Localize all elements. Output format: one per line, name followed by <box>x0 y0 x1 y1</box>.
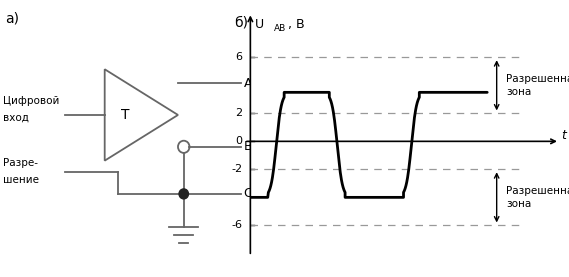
Text: шение: шение <box>3 175 39 185</box>
Text: , В: , В <box>288 18 305 31</box>
Text: б): б) <box>234 15 249 29</box>
Text: вход: вход <box>3 113 28 123</box>
Text: U: U <box>255 18 264 31</box>
Text: Цифровой: Цифровой <box>3 96 59 106</box>
Text: -2: -2 <box>232 164 242 174</box>
Text: T: T <box>121 108 130 122</box>
Text: Разрешенная
зона: Разрешенная зона <box>506 186 569 209</box>
Text: а): а) <box>5 11 19 25</box>
Text: Разре-: Разре- <box>3 158 38 168</box>
Text: t: t <box>562 129 566 142</box>
Text: 0: 0 <box>236 136 242 146</box>
Circle shape <box>179 189 188 199</box>
Text: Разрешенная
зона: Разрешенная зона <box>506 74 569 97</box>
Text: A: A <box>244 77 252 89</box>
Text: 2: 2 <box>236 108 242 118</box>
Text: B: B <box>244 140 252 153</box>
Text: АВ: АВ <box>274 24 286 34</box>
Text: 6: 6 <box>236 52 242 62</box>
Text: -6: -6 <box>232 220 242 230</box>
Text: C: C <box>244 188 252 200</box>
